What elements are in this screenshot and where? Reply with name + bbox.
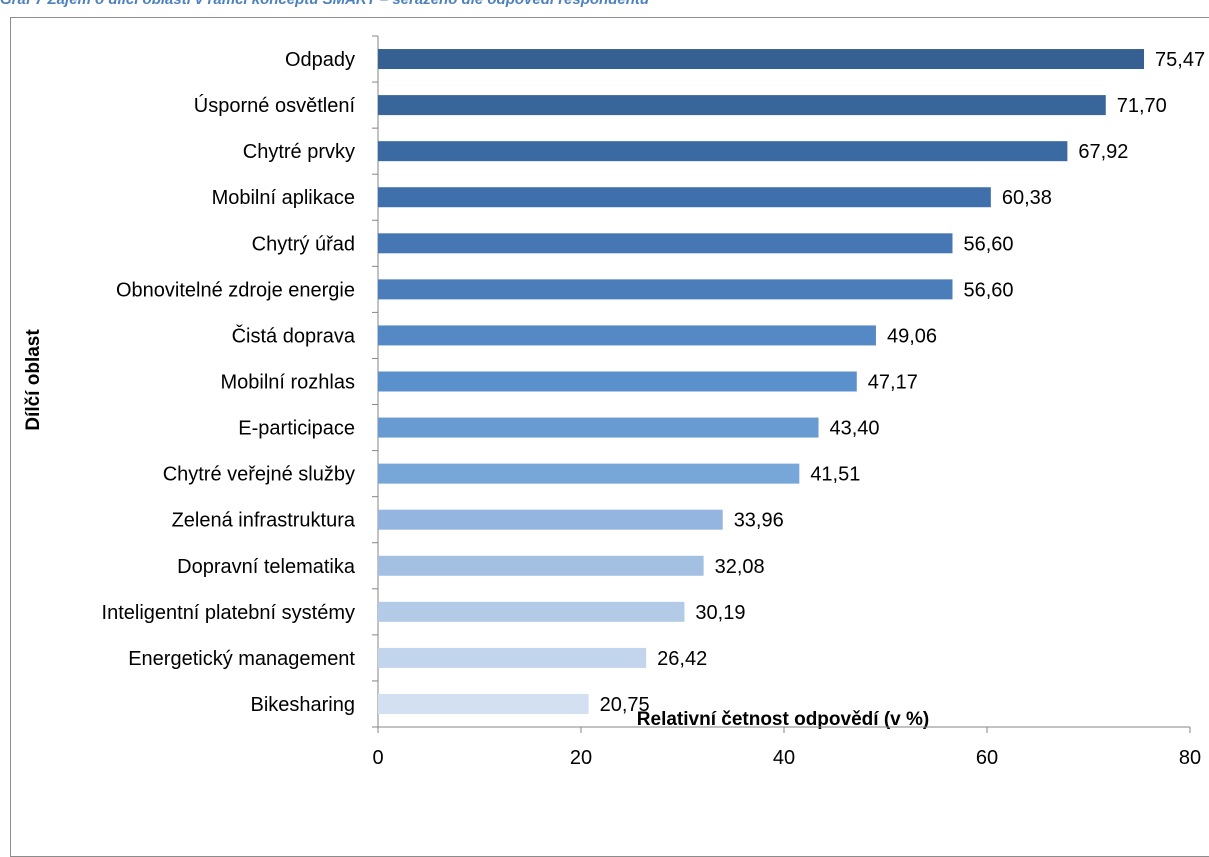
data-label: 56,60: [963, 233, 1013, 255]
bar: [378, 325, 876, 346]
bar: [378, 95, 1106, 116]
data-label: 41,51: [810, 464, 860, 486]
bar: [378, 371, 857, 392]
bar: [378, 279, 953, 300]
category-label: Obnovitelné zdroje energie: [116, 279, 355, 301]
category-label: Zelená infrastruktura: [172, 510, 356, 532]
data-label: 30,19: [695, 602, 745, 624]
data-label: 33,96: [734, 510, 784, 532]
data-label: 26,42: [657, 648, 707, 670]
data-label: 47,17: [868, 372, 918, 394]
bar: [378, 49, 1145, 70]
bar: [378, 141, 1068, 162]
category-label: Chytré prvky: [243, 141, 355, 163]
category-label: Chytré veřejné služby: [163, 464, 355, 486]
category-label: Úsporné osvětlení: [194, 94, 356, 117]
x-tick-label: 40: [773, 747, 795, 769]
data-label: 75,47: [1155, 49, 1205, 71]
bar: [378, 509, 723, 530]
bar: [378, 187, 991, 208]
data-label: 20,75: [600, 694, 650, 716]
category-label: Čistá doprava: [232, 324, 356, 347]
data-label: 71,70: [1117, 95, 1167, 117]
data-label: 67,92: [1078, 141, 1128, 163]
bar: [378, 555, 704, 576]
category-label: Energetický management: [128, 648, 355, 670]
category-label: Mobilní rozhlas: [220, 372, 355, 394]
bar: [378, 647, 647, 668]
data-label: 49,06: [887, 325, 937, 347]
category-label: Odpady: [285, 49, 355, 71]
category-label: Inteligentní platební systémy: [102, 602, 355, 624]
bar: [378, 463, 800, 484]
category-label: Chytrý úřad: [252, 233, 355, 255]
category-label: E-participace: [238, 418, 355, 440]
x-axis-title: Relativní četnost odpovědí (v %): [637, 709, 929, 730]
x-tick-label: 60: [976, 747, 998, 769]
data-label: 60,38: [1002, 187, 1052, 209]
category-label: Bikesharing: [250, 694, 355, 716]
x-tick-label: 80: [1179, 747, 1201, 769]
bar: [378, 693, 589, 714]
bar: [378, 233, 953, 254]
data-label: 56,60: [963, 279, 1013, 301]
data-label: 43,40: [830, 418, 880, 440]
category-label: Dopravní telematika: [177, 556, 356, 578]
category-label: Mobilní aplikace: [212, 187, 355, 209]
x-tick-label: 20: [570, 747, 592, 769]
data-label: 32,08: [715, 556, 765, 578]
bar: [378, 417, 819, 438]
y-axis-title: Dílčí oblast: [23, 329, 44, 431]
chart-caption: Graf 7 Zájem o dílčí oblasti v rámci kon…: [0, 0, 1209, 8]
bar: [378, 601, 685, 622]
x-tick-label: 0: [372, 747, 383, 769]
